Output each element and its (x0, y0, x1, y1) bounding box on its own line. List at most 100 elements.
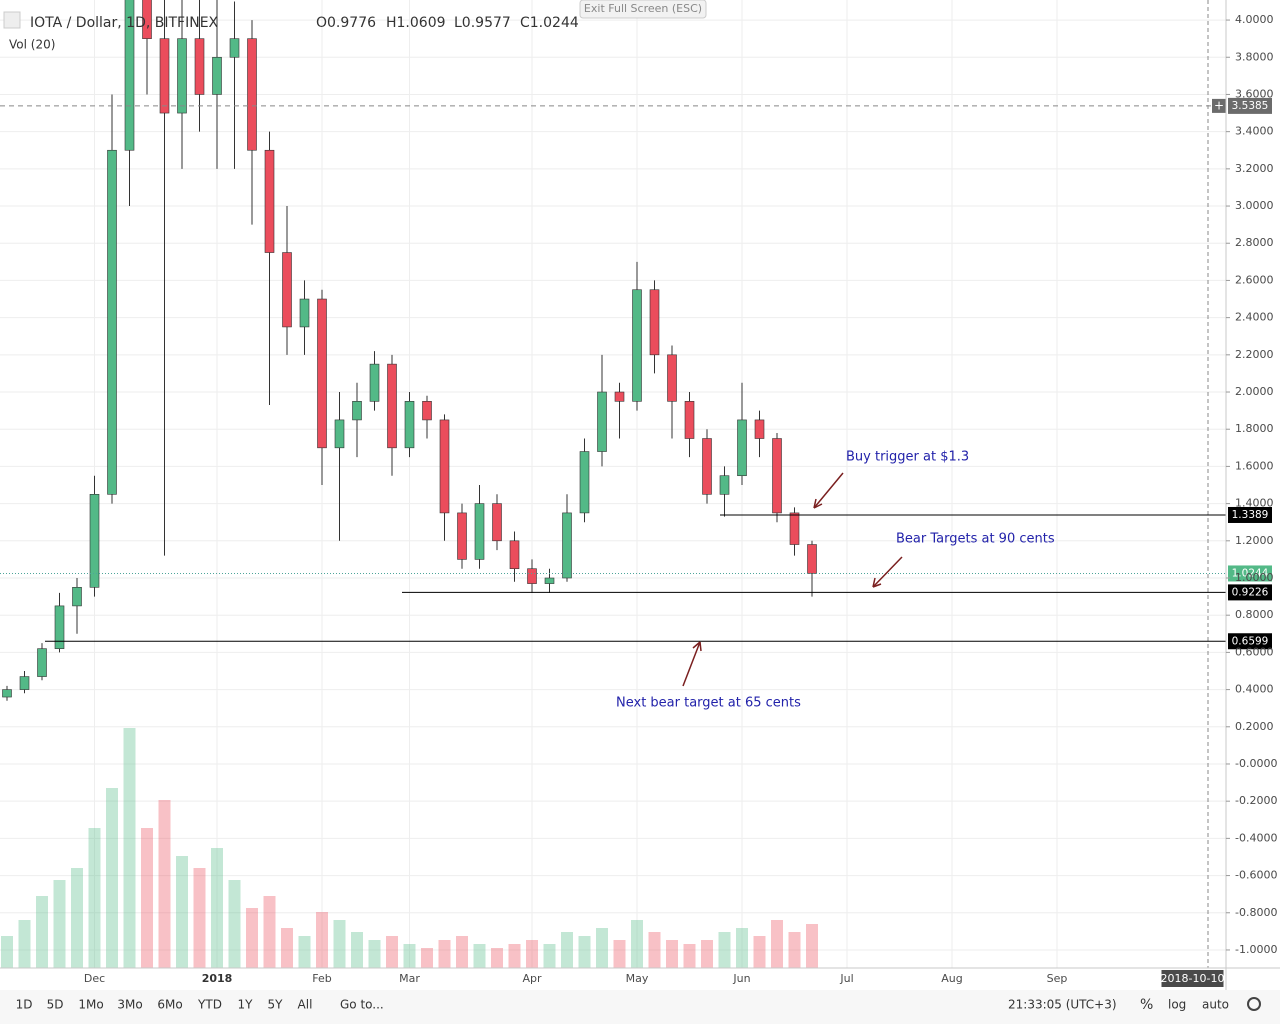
candle-body (702, 438, 712, 495)
annotation: Bear Targets at 90 cents (896, 532, 1055, 547)
candle-body (2, 689, 12, 698)
volume-bar (106, 788, 118, 968)
goto-button[interactable]: Go to... (340, 998, 384, 1012)
percent-button[interactable]: % (1140, 997, 1153, 1013)
volume-bar (403, 944, 416, 968)
y-tick-label: -0.6000 (1235, 869, 1277, 882)
candle-body (579, 451, 590, 514)
volume-bar (631, 920, 643, 968)
volume-bar (508, 944, 521, 968)
candle-body (334, 419, 345, 449)
volume-label: Vol (20) (9, 38, 55, 52)
plus-icon: + (1214, 98, 1224, 112)
candle-body (544, 577, 555, 584)
x-tick-label: Feb (312, 972, 331, 985)
candles (2, 0, 817, 701)
y-tick-label: 3.8000 (1235, 50, 1274, 63)
arrow-head (813, 498, 823, 509)
candle-body (212, 56, 222, 95)
candle-body (387, 363, 397, 449)
volume-bar (543, 944, 556, 968)
annotation: Buy trigger at $1.3 (846, 450, 969, 465)
candle-body (194, 38, 205, 95)
candle-body (737, 419, 747, 477)
volume-bar (141, 828, 153, 968)
exit-fullscreen-label: Exit Full Screen (ESC) (584, 2, 702, 15)
y-tick-label: 0.4000 (1235, 683, 1274, 696)
volume-bar (263, 896, 276, 968)
y-tick-label: -0.4000 (1235, 831, 1277, 844)
plus-button (1212, 98, 1226, 113)
range-button[interactable]: 1D (16, 998, 33, 1012)
range-button[interactable]: 1Mo (78, 998, 103, 1012)
level-label-box (1228, 584, 1272, 601)
candle-body (299, 298, 310, 328)
volume-bar (666, 940, 678, 968)
levels: +3.5385 1.3389 1.0244 0.9226 0.6599 (0, 97, 1272, 650)
volume-bar (456, 936, 468, 968)
y-tick-label: 3.0000 (1235, 199, 1274, 212)
volume-bar (421, 948, 433, 968)
volume-bar (578, 936, 591, 968)
collapse-button[interactable] (3, 11, 21, 29)
volume-bar (491, 948, 503, 968)
y-tick-label: 0.6000 (1235, 645, 1274, 658)
range-button[interactable]: 5Y (268, 998, 284, 1012)
x-tick-label: May (626, 972, 649, 985)
exit-fullscreen-button[interactable] (579, 0, 707, 19)
candle-body (457, 512, 467, 560)
volume-bar (683, 944, 696, 968)
range-button[interactable]: 3Mo (117, 998, 142, 1012)
y-tick-label: 1.6000 (1235, 459, 1274, 472)
volume-bar (53, 880, 66, 968)
range-button[interactable]: 1Y (238, 998, 254, 1012)
settings-button[interactable] (1247, 997, 1261, 1011)
y-tick-label: -1.0000 (1235, 943, 1277, 956)
y-tick-label: 3.6000 (1235, 87, 1274, 100)
ohlc-low: L0.9577 (454, 15, 511, 31)
y-tick-label: 1.8000 (1235, 422, 1274, 435)
x-tick-label: 2018-10-10 (1161, 972, 1225, 985)
volume-bar (473, 944, 486, 968)
candle-body (124, 0, 135, 151)
candle-body (422, 401, 432, 421)
candle-body (72, 587, 82, 607)
volume-bar (718, 932, 731, 968)
symbol: IOTA / Dollar, 1D, BITFINEX (30, 15, 219, 31)
log-button[interactable]: log (1168, 998, 1186, 1012)
range-button[interactable]: 5D (47, 998, 64, 1012)
candle-body (719, 475, 730, 495)
arrow (682, 641, 701, 687)
y-tick-label: -0.2000 (1235, 794, 1277, 807)
range-button[interactable]: YTD (197, 998, 222, 1012)
y-tick-label: 1.0000 (1235, 571, 1274, 584)
y-tick-label: -0.8000 (1235, 906, 1277, 919)
candle-body (369, 363, 380, 402)
x-tick-label: Jul (839, 972, 853, 985)
x-tick-label: Dec (84, 972, 105, 985)
candle-body (492, 503, 502, 542)
volume-bar (1, 936, 13, 968)
candle-body (807, 544, 817, 574)
range-button[interactable]: 6Mo (157, 998, 182, 1012)
candle-body (684, 401, 695, 439)
candle-body (89, 494, 100, 588)
candle-body (159, 38, 170, 114)
candle-body (509, 540, 520, 570)
level-label-box (1228, 506, 1272, 523)
y-tick-label: 3.4000 (1235, 125, 1274, 138)
candle-body (649, 289, 660, 356)
range-button[interactable]: All (298, 998, 313, 1012)
volume-bar (788, 932, 801, 968)
x-tick-label: Sep (1047, 972, 1068, 985)
candle-body (772, 438, 782, 514)
volume-bar (648, 932, 661, 968)
candle-body (177, 38, 187, 114)
volume-bar (123, 728, 136, 968)
volume-bar (368, 940, 381, 968)
x-tick-label: Jun (732, 972, 750, 985)
candle-body (754, 419, 765, 439)
auto-button[interactable]: auto (1202, 998, 1229, 1012)
candle-body (37, 648, 47, 677)
